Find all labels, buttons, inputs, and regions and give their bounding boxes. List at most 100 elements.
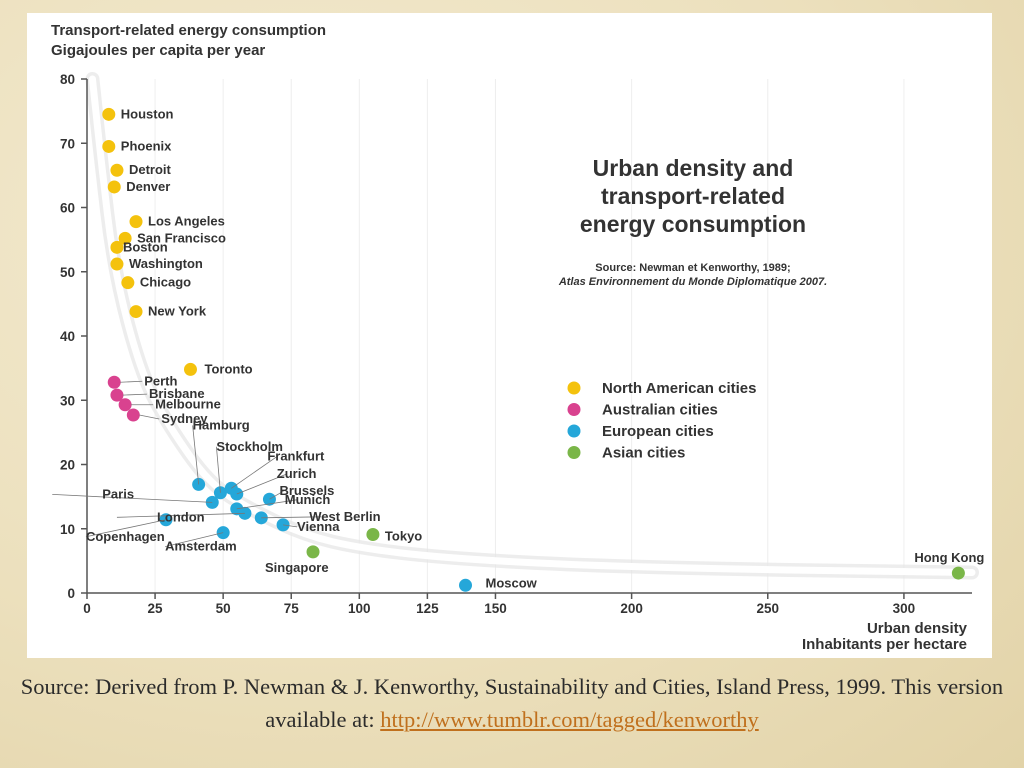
label-boston: Boston <box>123 239 168 254</box>
label-los-angeles: Los Angeles <box>148 214 225 229</box>
point-detroit <box>110 163 124 177</box>
label-tokyo: Tokyo <box>385 529 422 544</box>
label-denver: Denver <box>126 179 170 194</box>
x-tick-label-250: 250 <box>757 601 780 616</box>
label-houston: Houston <box>121 106 174 121</box>
leader-hamburg <box>192 425 200 485</box>
label-perth: Perth <box>144 373 177 388</box>
label-san-francisco: San Francisco <box>137 230 226 245</box>
source-line-1: Source: Newman et Kenworthy, 1989; <box>595 262 790 274</box>
leader-copenhagen <box>85 519 167 538</box>
label-london: London <box>157 509 205 524</box>
legend-marker-australian <box>567 403 581 416</box>
point-hong-kong <box>951 566 965 580</box>
leader-brussels <box>269 490 284 500</box>
label-hamburg: Hamburg <box>193 417 250 432</box>
x-tick-label-125: 125 <box>416 601 439 616</box>
point-london <box>238 506 252 520</box>
label-zurich: Zurich <box>277 466 317 481</box>
leader-amsterdam <box>165 532 224 547</box>
point-moscow <box>459 578 473 592</box>
point-houston <box>102 107 116 121</box>
leader-frankfurt <box>231 455 278 489</box>
x-tick-label-150: 150 <box>484 601 507 616</box>
legend: North American cities Australian cities Eu… <box>567 380 757 462</box>
point-layer <box>102 107 965 592</box>
label-singapore: Singapore <box>265 560 329 575</box>
leader-brisbane <box>122 393 147 396</box>
label-stockholm: Stockholm <box>216 439 282 454</box>
label-washington: Washington <box>129 256 203 271</box>
point-chicago <box>121 276 135 290</box>
leader-stockholm <box>216 446 221 493</box>
source-caption: Source: Derived from P. Newman & J. Kenw… <box>20 670 1004 736</box>
scatter-chart: 0 10 20 30 40 50 60 70 80 0 25 50 75 100 125 150 200 250 3… <box>51 22 984 653</box>
y-axis-title-line-2: Gigajoules per capita per year <box>51 42 265 59</box>
leader-zurich <box>236 473 287 495</box>
label-phoenix: Phoenix <box>121 138 172 153</box>
chart-title-line-1: Urban density and <box>593 155 794 181</box>
label-toronto: Toronto <box>204 361 252 376</box>
label-west-berlin: West Berlin <box>309 509 380 524</box>
y-tick-label-40: 40 <box>60 329 75 344</box>
y-tick-label-70: 70 <box>60 136 75 151</box>
x-axis-title-line-1: Urban density <box>867 620 968 637</box>
source-link[interactable]: http://www.tumblr.com/tagged/kenworthy <box>380 707 759 732</box>
leader-london <box>116 512 245 518</box>
label-amsterdam: Amsterdam <box>165 539 237 554</box>
y-axis-title-line-1: Transport-related energy consumption <box>51 22 326 39</box>
label-brussels: Brussels <box>279 483 334 498</box>
point-perth <box>107 375 121 389</box>
legend-marker-north-american <box>567 381 581 395</box>
caption-text: Source: Derived from P. Newman & J. Kenw… <box>20 674 1004 732</box>
x-tick-label-200: 200 <box>620 601 643 616</box>
x-tick-label-75: 75 <box>284 601 300 616</box>
legend-marker-asian <box>567 446 581 459</box>
leader-vienna <box>283 524 298 528</box>
label-paris: Paris <box>102 486 134 501</box>
legend-label-asian: Asian cities <box>602 445 685 462</box>
y-tick-label-50: 50 <box>60 265 75 280</box>
label-layer: Houston Phoenix Detroit Denver Los AngelesSa… <box>52 106 984 590</box>
trend-curve-shadow <box>85 72 979 580</box>
grid-layer <box>154 79 905 593</box>
label-moscow: Moscow <box>486 575 538 590</box>
point-boston <box>110 240 124 254</box>
point-singapore <box>306 545 320 559</box>
axes-layer <box>86 79 972 594</box>
x-tick-label-50: 50 <box>216 601 231 616</box>
label-detroit: Detroit <box>129 162 172 177</box>
label-melbourne: Melbourne <box>155 397 221 412</box>
legend-label-european: European cities <box>602 423 714 440</box>
point-phoenix <box>102 139 116 153</box>
leader-sydney <box>139 414 160 420</box>
label-munich: Munich <box>285 492 331 507</box>
point-toronto <box>183 362 197 376</box>
point-tokyo <box>366 528 380 542</box>
label-brisbane: Brisbane <box>149 386 205 401</box>
label-vienna: Vienna <box>297 519 340 534</box>
trend-curve <box>88 75 976 576</box>
y-tick-label-10: 10 <box>60 522 75 537</box>
chart-panel: 0 10 20 30 40 50 60 70 80 0 25 50 75 100 125 150 200 250 3… <box>27 13 992 658</box>
leader-perth <box>120 380 143 383</box>
x-tick-label-100: 100 <box>348 601 371 616</box>
y-tick-label-60: 60 <box>60 201 75 216</box>
label-copenhagen: Copenhagen <box>86 529 165 544</box>
chart-title-line-2: transport-related <box>601 183 785 209</box>
label-new-york: New York <box>148 304 207 319</box>
leader-west-berlin <box>261 516 322 519</box>
label-chicago: Chicago <box>140 275 191 290</box>
point-san-francisco <box>118 231 132 245</box>
y-tick-label-30: 30 <box>60 393 75 408</box>
label-hong-kong: Hong Kong <box>914 550 984 565</box>
point-los-angeles <box>129 215 143 229</box>
x-tick-label-300: 300 <box>893 601 916 616</box>
x-axis-title-line-2: Inhabitants per hectare <box>802 636 967 653</box>
legend-marker-european <box>567 424 581 438</box>
y-tick-label-20: 20 <box>60 458 75 473</box>
legend-label-australian: Australian cities <box>602 402 718 419</box>
trend-layer <box>85 72 979 580</box>
point-brisbane <box>110 388 124 402</box>
point-new-york <box>129 305 143 319</box>
